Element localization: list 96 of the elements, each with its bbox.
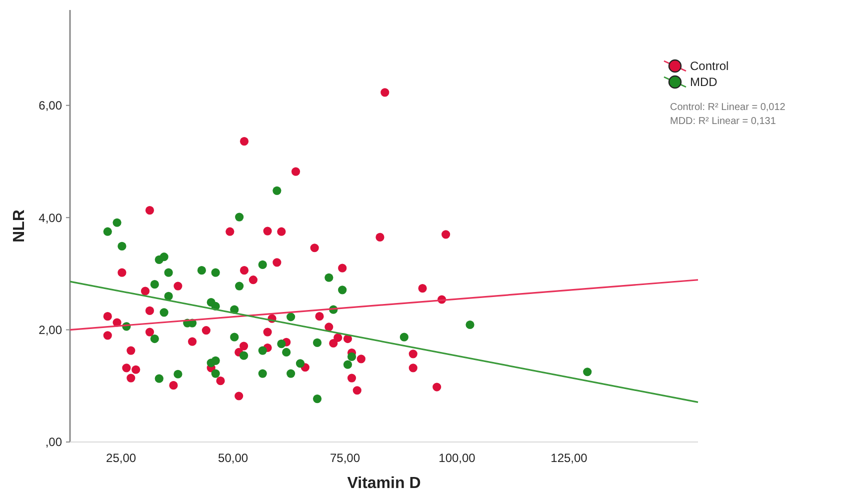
point: [286, 369, 296, 378]
y-tick-label: ,00: [45, 435, 62, 450]
point: [466, 320, 474, 330]
point: [234, 392, 244, 400]
point: [263, 226, 272, 236]
point: [380, 88, 390, 97]
point: [103, 331, 112, 340]
point: [277, 227, 286, 236]
point: [140, 286, 150, 296]
point: [248, 276, 258, 284]
point: [442, 230, 450, 239]
point: [356, 354, 366, 364]
point: [239, 351, 248, 360]
point: [338, 264, 347, 272]
point: [272, 186, 282, 195]
point: [211, 369, 220, 378]
point: [164, 292, 173, 300]
annotation: MDD: R² Linear = 0,131: [670, 116, 776, 127]
x-tick-label: 50,00: [218, 451, 248, 465]
point: [118, 268, 126, 277]
point: [211, 356, 220, 365]
point: [258, 260, 267, 270]
point: [282, 348, 291, 357]
point: [432, 382, 442, 392]
point: [164, 268, 173, 277]
point: [312, 338, 322, 347]
point: [235, 282, 244, 290]
point: [160, 308, 168, 317]
point: [226, 227, 234, 236]
legend-label: Control: [690, 59, 729, 74]
point: [150, 280, 159, 289]
point: [240, 136, 249, 146]
point: [329, 338, 338, 348]
point: [400, 332, 408, 342]
point: [272, 258, 282, 267]
point: [258, 369, 267, 378]
point: [347, 374, 356, 382]
annotation: Control: R² Linear = 0,012: [670, 102, 786, 113]
point: [296, 359, 305, 368]
point: [310, 244, 319, 252]
point: [338, 286, 347, 294]
point: [315, 312, 324, 321]
point: [202, 326, 210, 335]
point: [145, 328, 154, 336]
point: [376, 232, 384, 242]
point: [258, 346, 267, 355]
point: [154, 374, 164, 383]
point: [277, 340, 286, 348]
point: [145, 206, 154, 215]
point: [174, 282, 182, 290]
point: [169, 381, 178, 390]
point: [347, 352, 356, 362]
point: [132, 365, 140, 374]
y-tick-label: 4,00: [38, 210, 62, 225]
x-tick-label: 75,00: [330, 451, 360, 465]
y-tick-label: 2,00: [38, 322, 62, 337]
point: [352, 386, 362, 395]
point: [126, 346, 136, 355]
y-tick-label: 6,00: [38, 98, 62, 113]
point: [230, 332, 239, 342]
point: [418, 284, 427, 293]
point: [291, 167, 300, 176]
point: [312, 394, 322, 404]
point: [103, 227, 112, 236]
x-tick-label: 100,00: [438, 451, 476, 465]
x-tick-label: 25,00: [106, 451, 136, 465]
point: [240, 266, 249, 275]
point: [408, 350, 418, 358]
x-tick-label: 125,00: [550, 451, 588, 465]
point: [145, 306, 154, 316]
point: [112, 218, 122, 227]
point: [122, 364, 131, 372]
point: [235, 212, 244, 222]
legend-label: MDD: [690, 75, 718, 90]
y-axis-title: NLR: [11, 209, 28, 242]
point: [126, 374, 136, 382]
point: [343, 360, 352, 369]
point: [118, 242, 126, 250]
point: [324, 273, 334, 282]
point: [408, 364, 418, 372]
point: [188, 337, 197, 346]
point: [239, 342, 248, 350]
point: [103, 312, 112, 321]
x-axis-title: Vitamin D: [347, 475, 421, 492]
point: [160, 252, 168, 262]
point: [263, 328, 272, 336]
point: [324, 322, 334, 332]
point: [216, 376, 225, 386]
point: [211, 268, 220, 277]
point: [174, 370, 182, 378]
point: [286, 312, 296, 322]
point: [334, 333, 342, 342]
point: [150, 334, 159, 344]
point: [583, 368, 592, 376]
point: [197, 266, 206, 275]
point: [343, 334, 352, 344]
